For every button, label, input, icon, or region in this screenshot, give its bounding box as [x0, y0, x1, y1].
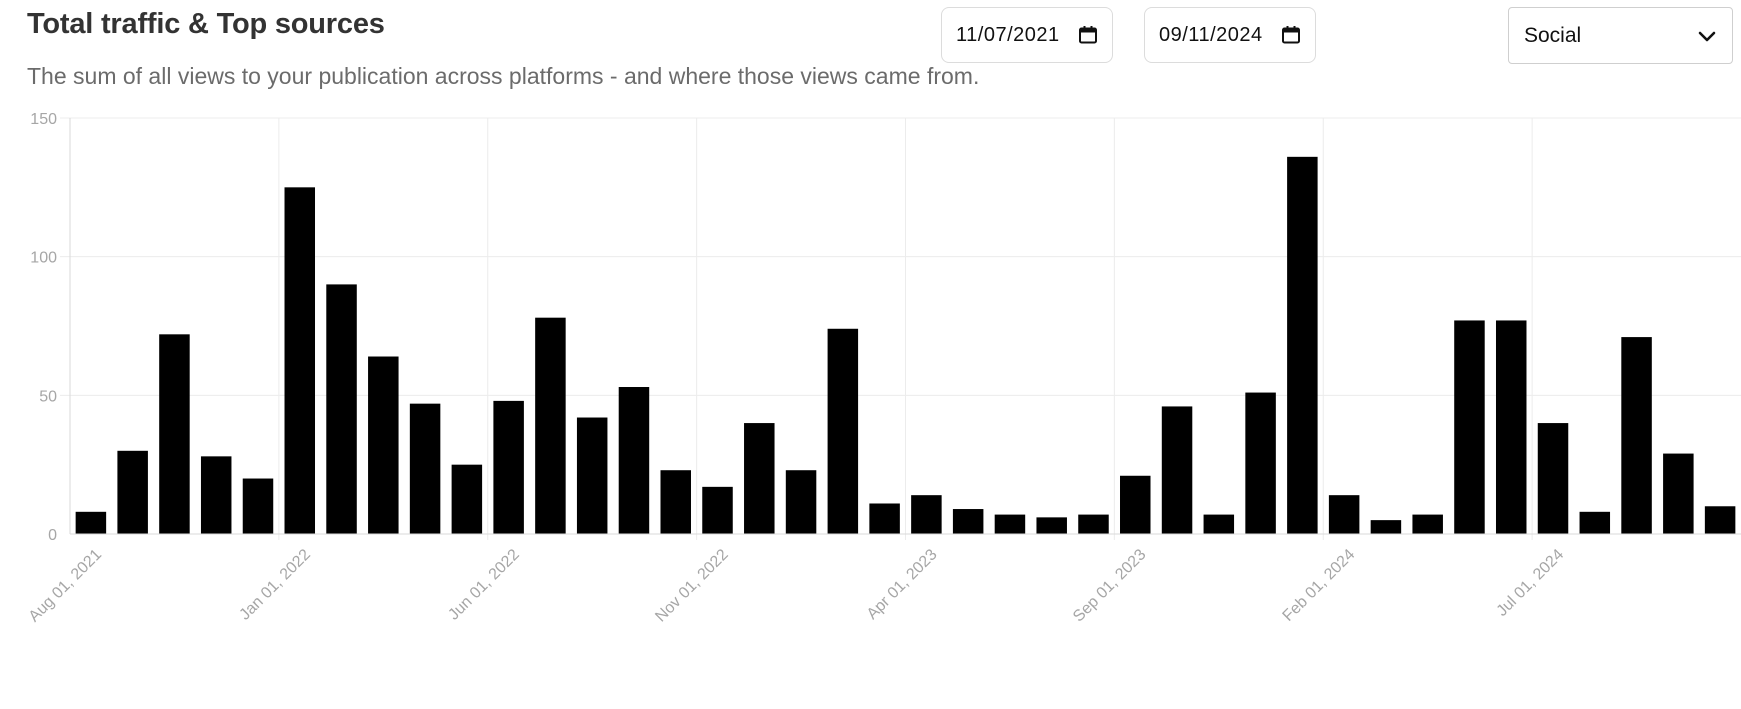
y-tick-label: 50 — [39, 388, 57, 405]
bar[interactable] — [1078, 514, 1109, 534]
bar[interactable] — [1495, 320, 1527, 534]
bar[interactable] — [242, 478, 274, 534]
bar[interactable] — [744, 423, 775, 534]
x-axis: Aug 01, 2021 Jan 01, 2022 Jun 01, 2022 Nov … — [26, 533, 1741, 626]
y-tick-label: 100 — [30, 250, 57, 267]
bar[interactable] — [493, 400, 524, 534]
chart-bars — [75, 156, 1736, 534]
bar[interactable] — [576, 417, 608, 534]
chart-title: Total traffic & Top sources — [27, 8, 385, 40]
x-tick-label: Jul 01, 2024 — [1494, 546, 1568, 620]
bar[interactable] — [117, 450, 148, 534]
x-tick-label: Apr 01, 2023 — [864, 546, 941, 623]
bar[interactable] — [1579, 511, 1611, 534]
x-tick-label: Feb 01, 2024 — [1280, 546, 1359, 625]
y-axis: 0 50 100 150 — [30, 111, 71, 544]
bar[interactable] — [785, 470, 817, 534]
bar[interactable] — [1621, 337, 1652, 534]
start-date-input[interactable]: 11/07/2021 — [941, 7, 1113, 63]
bar[interactable] — [952, 509, 984, 534]
bar[interactable] — [284, 187, 316, 534]
bar[interactable] — [660, 470, 691, 534]
bar[interactable] — [1120, 475, 1151, 534]
bar[interactable] — [75, 511, 107, 534]
source-select-value: Social — [1524, 23, 1582, 47]
bar[interactable] — [1245, 392, 1276, 534]
x-tick-label: Jan 01, 2022 — [236, 546, 314, 624]
bar[interactable] — [994, 514, 1026, 534]
bar[interactable] — [1203, 514, 1235, 534]
y-tick-label: 150 — [30, 111, 57, 128]
chevron-down-icon — [1696, 25, 1718, 47]
bar[interactable] — [911, 495, 942, 534]
bar[interactable] — [368, 356, 399, 534]
bar[interactable] — [827, 328, 859, 534]
calendar-icon[interactable] — [1078, 25, 1098, 45]
x-tick-label: Sep 01, 2023 — [1070, 546, 1149, 625]
bar[interactable] — [535, 317, 566, 534]
bar[interactable] — [702, 486, 733, 534]
y-tick-label: 0 — [48, 527, 57, 544]
end-date-value: 09/11/2024 — [1159, 23, 1263, 46]
bar[interactable] — [159, 334, 190, 534]
bar[interactable] — [869, 503, 900, 534]
bar[interactable] — [200, 456, 232, 534]
end-date-input[interactable]: 09/11/2024 — [1144, 7, 1316, 63]
start-date-value: 11/07/2021 — [956, 23, 1060, 46]
x-tick-label: Nov 01, 2022 — [652, 546, 731, 625]
x-tick-label: Jun 01, 2022 — [445, 546, 523, 624]
bar[interactable] — [1454, 320, 1485, 534]
bar[interactable] — [1537, 423, 1569, 534]
bar[interactable] — [451, 464, 483, 534]
chart-subtitle: The sum of all views to your publication… — [27, 63, 980, 89]
bar[interactable] — [1704, 506, 1736, 534]
x-tick-label: Aug 01, 2021 — [26, 546, 105, 625]
bar[interactable] — [1663, 453, 1694, 534]
bar[interactable] — [1370, 520, 1402, 534]
bar[interactable] — [326, 284, 357, 534]
bar[interactable] — [1161, 406, 1193, 534]
bar[interactable] — [1036, 517, 1067, 534]
bar[interactable] — [1328, 495, 1360, 534]
bar[interactable] — [409, 403, 441, 534]
bar[interactable] — [1287, 156, 1318, 534]
source-select[interactable]: Social — [1508, 7, 1733, 64]
bar[interactable] — [1412, 514, 1443, 534]
bar[interactable] — [618, 387, 650, 534]
calendar-icon[interactable] — [1281, 25, 1301, 45]
